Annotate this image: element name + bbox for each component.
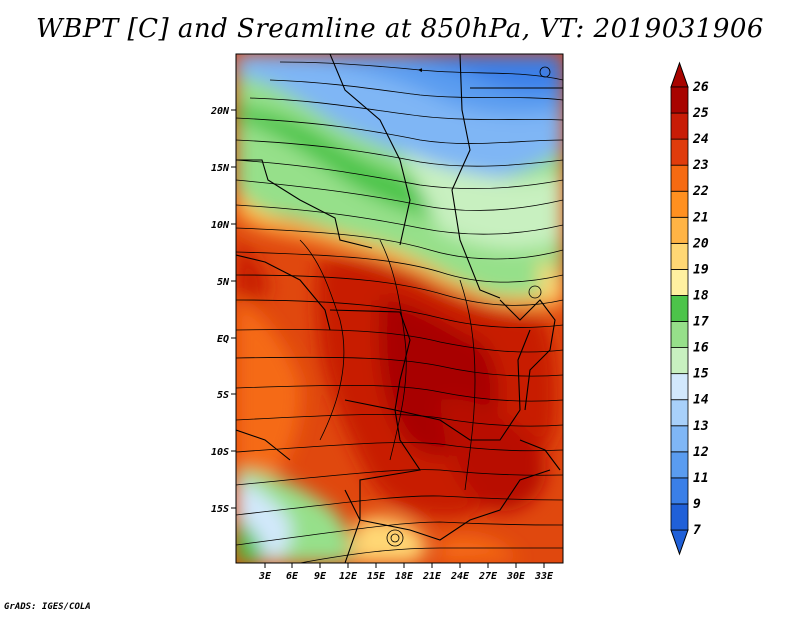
lat-label: 5N xyxy=(217,277,230,288)
lon-label: 15E xyxy=(367,571,386,582)
lon-label: 18E xyxy=(395,571,414,582)
colorbar-label: 25 xyxy=(692,106,709,121)
colorbar-swatch xyxy=(670,269,689,296)
colorbar-label: 18 xyxy=(693,288,709,303)
colorbar-label: 23 xyxy=(692,158,709,173)
streamlines xyxy=(236,61,563,563)
lat-label: 5S xyxy=(217,390,229,401)
colorbar-swatch xyxy=(670,190,689,218)
latitude-labels: 20N 15N 10N 5N EQ 5S 10S 15S xyxy=(210,106,230,515)
lon-label: 3E xyxy=(258,571,272,582)
lat-label: 10S xyxy=(211,447,229,458)
longitude-labels: 3E 6E 9E 12E 15E 18E 21E 24E 27E 30E 33E xyxy=(258,571,554,582)
colorbar-label: 7 xyxy=(693,523,701,538)
colorbar-swatch xyxy=(670,112,689,140)
lat-label: 15N xyxy=(211,163,230,174)
colorbar-swatch xyxy=(670,503,689,531)
colorbar-swatch xyxy=(670,347,689,375)
colorbar-swatch xyxy=(670,477,689,505)
colorbar-swatch xyxy=(670,216,689,244)
colorbar-label: 21 xyxy=(692,210,709,225)
lat-label: 15S xyxy=(211,504,229,515)
colorbar-swatch xyxy=(670,138,689,166)
lon-label: 12E xyxy=(339,571,358,582)
lon-label: 24E xyxy=(450,571,470,582)
country-borders xyxy=(236,54,563,563)
lon-label: 9E xyxy=(314,571,327,582)
lat-label: 20N xyxy=(210,106,230,117)
colorbar-label: 14 xyxy=(693,393,709,408)
colorbar-label: 16 xyxy=(693,341,709,356)
colorbar-label: 9 xyxy=(693,497,701,512)
colorbar-label: 19 xyxy=(693,262,709,277)
lat-label: 10N xyxy=(211,220,230,231)
map-frame xyxy=(235,53,564,564)
colorbar-label: 26 xyxy=(692,80,709,95)
colorbar: 7 9 11 12 13 14 15 16 17 18 19 20 21 22 23 24 25 26 xyxy=(670,61,709,556)
wbpt-shading xyxy=(236,54,563,563)
colorbar-label: 17 xyxy=(693,315,709,330)
colorbar-swatch xyxy=(670,86,689,114)
colorbar-label: 15 xyxy=(693,367,709,382)
colorbar-swatch xyxy=(670,242,689,270)
colorbar-swatch xyxy=(670,295,689,322)
lon-label: 27E xyxy=(478,571,498,582)
colorbar-label: 22 xyxy=(692,184,709,199)
colorbar-label: 11 xyxy=(693,471,709,486)
colorbar-swatch xyxy=(670,425,689,453)
lat-label: EQ xyxy=(217,334,229,345)
colorbar-swatch xyxy=(670,373,689,401)
lon-label: 30E xyxy=(506,571,526,582)
colorbar-max-arrow xyxy=(670,61,689,88)
lon-label: 33E xyxy=(534,571,554,582)
lon-label: 21E xyxy=(422,571,442,582)
chart-title: WBPT [C] and Sreamline at 850hPa, VT: 20… xyxy=(36,14,764,44)
colorbar-swatch xyxy=(670,399,689,427)
footer-credit: GrADS: IGES/COLA xyxy=(4,602,91,612)
colorbar-swatch xyxy=(670,451,689,479)
colorbar-min-arrow xyxy=(670,529,689,556)
colorbar-swatch xyxy=(670,164,689,192)
colorbar-label: 24 xyxy=(692,132,709,147)
colorbar-label: 12 xyxy=(693,445,709,460)
colorbar-label: 20 xyxy=(692,236,709,251)
colorbar-label: 13 xyxy=(693,419,709,434)
colorbar-swatch xyxy=(670,321,689,348)
lon-label: 6E xyxy=(286,571,299,582)
